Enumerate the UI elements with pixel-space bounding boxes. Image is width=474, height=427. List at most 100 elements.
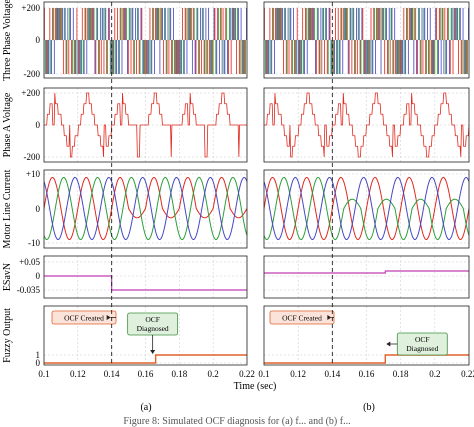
pwm-bar [71,40,72,74]
pwm-bar [418,8,420,40]
pwm-bar [211,40,213,74]
y-tick-label: -200 [24,69,41,79]
subplot-label-a: (a) [140,402,151,413]
pwm-bar [174,40,176,74]
pwm-bar [87,8,89,40]
pwm-bar [139,40,141,74]
pwm-bar [325,8,326,40]
pwm-bar [402,40,404,74]
pwm-bar [294,40,295,74]
y-tick-label: +0.05 [19,257,40,267]
pwm-bar [154,40,155,74]
pwm-bar [101,8,103,40]
pwm-bar [243,40,245,74]
pwm-bar [249,40,250,74]
pwm-bar [48,40,50,74]
panel-a-1 [43,87,248,163]
pwm-bar [381,8,383,40]
pwm-bar [292,40,294,74]
pwm-bar [105,8,107,40]
ylabel-esavn: ESavN [2,263,13,291]
pwm-bar [425,40,427,74]
pwm-bar [112,40,114,74]
pwm-bar [88,8,90,40]
pwm-bar [417,40,418,74]
panel-a-2 [43,169,248,249]
panel-frame [43,169,248,249]
pwm-bar [429,8,431,40]
pwm-bar [276,8,278,40]
pwm-bar [117,8,118,40]
pwm-bar [282,8,284,40]
pwm-bar [86,40,88,74]
motor-current-line [44,176,247,241]
pwm-bar [97,8,99,40]
pwm-bar [129,8,131,40]
pwm-bar [158,8,160,40]
pwm-bar [167,8,169,40]
pwm-bar [290,8,292,40]
pwm-bar [234,8,236,40]
pwm-bar [398,40,400,74]
pwm-bar [432,40,434,74]
pwm-bar [164,8,166,40]
pwm-bar [155,8,157,40]
x-tick-label: 0.16 [359,369,375,379]
pwm-bar [306,40,308,74]
pwm-bar [120,8,122,40]
pwm-bar [409,8,411,40]
pwm-bar [209,40,210,74]
pwm-bar [187,8,189,40]
pwm-bar [453,8,455,40]
pwm-bar [385,8,386,40]
pwm-bar [430,40,432,74]
pwm-bar [391,8,393,40]
pwm-bar [433,40,435,74]
pwm-bar [397,40,399,74]
pwm-bar [458,40,459,74]
pwm-bar [84,8,86,40]
pwm-bar [225,8,227,40]
pwm-bar [110,40,112,74]
pwm-bar [406,8,407,40]
pwm-bar [72,8,74,40]
pwm-bar [202,8,204,40]
pwm-bar [280,8,282,40]
pwm-bar [471,40,472,74]
pwm-bar [196,8,198,40]
pwm-bar [273,8,274,40]
pwm-bar [360,40,362,74]
pwm-bar [340,8,342,40]
pwm-bar [358,8,360,40]
panel-a-0 [43,1,250,79]
pwm-bar [124,8,126,40]
pwm-bar [413,40,415,74]
pwm-bar [428,40,429,74]
pwm-bar [180,40,182,74]
y-tick-label: +200 [21,88,40,98]
pwm-bar [113,40,115,74]
pwm-bar [376,8,378,40]
pwm-bar [269,8,271,40]
x-tick-label: 0.14 [104,369,120,379]
pwm-bar [463,40,465,74]
pwm-bar [221,40,223,74]
pwm-bar [176,40,178,74]
pwm-bar [93,8,95,40]
pwm-bar [342,40,344,74]
pwm-bar [352,8,354,40]
pwm-bar [78,40,80,74]
pwm-bar [367,40,369,74]
pwm-bar [106,40,108,74]
pwm-bar [388,8,390,40]
motor-current-line [44,176,247,241]
motor-current-line [264,176,469,241]
pwm-bar [90,8,92,40]
panel-content [44,275,247,291]
pwm-bar [363,40,365,74]
pwm-bar [392,40,394,74]
y-tick-label: 0 [36,120,41,130]
pwm-bar [468,8,469,40]
pwm-bar [335,40,337,74]
arrowhead-icon [106,315,111,320]
